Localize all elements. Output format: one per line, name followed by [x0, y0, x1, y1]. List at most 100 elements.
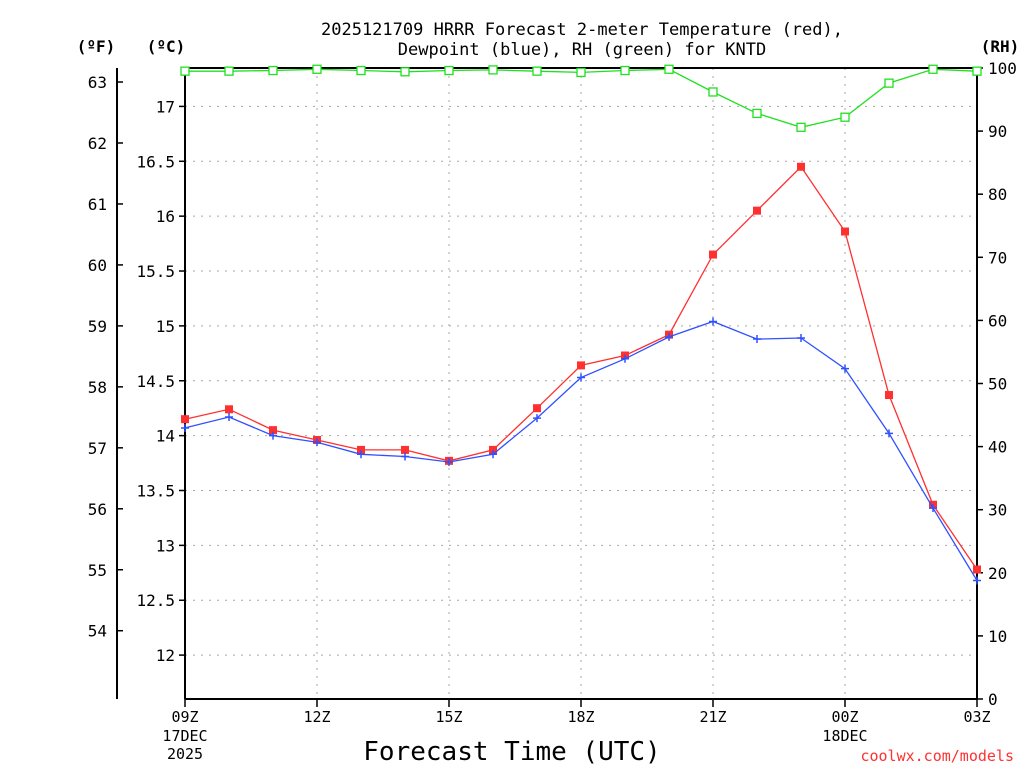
dewpoint-series	[181, 317, 981, 585]
x-tick-label: 03Z	[963, 708, 990, 726]
dewpoint-point	[533, 414, 541, 423]
chart-title-line1: 2025121709 HRRR Forecast 2-meter Tempera…	[321, 20, 843, 40]
fahrenheit-tick-label: 59	[88, 317, 107, 336]
rh-point	[532, 66, 542, 76]
x-tick-label: 15Z	[435, 708, 462, 726]
rh-point	[224, 66, 234, 76]
dewpoint-point	[709, 317, 717, 326]
rh-point	[972, 66, 982, 76]
dewpoint-point	[313, 438, 321, 447]
rh-tick-label: 90	[988, 122, 1007, 141]
celsius-tick-label: 12	[156, 646, 175, 665]
rh-tick-label: 10	[988, 627, 1007, 646]
rh-tick-label: 100	[988, 59, 1017, 78]
rh-series	[180, 64, 982, 132]
celsius-tick-label: 13.5	[136, 481, 175, 500]
dewpoint-point	[181, 423, 189, 432]
celsius-tick-label: 12.5	[136, 591, 175, 610]
fahrenheit-tick-label: 57	[88, 439, 107, 458]
temperature-point	[841, 227, 849, 236]
rh-tick-label: 20	[988, 564, 1007, 583]
temperature-point	[489, 445, 497, 454]
rh-point	[796, 122, 806, 132]
fahrenheit-tick-label: 54	[88, 622, 107, 641]
dewpoint-point	[929, 504, 937, 513]
chart-title-line2: Dewpoint (blue), RH (green) for KNTD	[398, 40, 766, 60]
temperature-point	[357, 445, 365, 454]
celsius-tick-label: 14	[156, 427, 175, 446]
temperature-point	[885, 391, 893, 400]
dewpoint-point	[225, 412, 233, 421]
fahrenheit-tick-label: 62	[88, 134, 107, 153]
rh-point	[884, 78, 894, 88]
celsius-tick-label: 15	[156, 317, 175, 336]
fahrenheit-tick-label: 60	[88, 256, 107, 275]
rh-point	[400, 67, 410, 77]
rh-tick-label: 40	[988, 438, 1007, 457]
celsius-tick-label: 13	[156, 536, 175, 555]
rh-point	[708, 87, 718, 97]
rh-tick-label: 30	[988, 501, 1007, 520]
dewpoint-point	[357, 450, 365, 459]
x-tick-label: 18Z	[567, 708, 594, 726]
rh-point	[928, 64, 938, 74]
dewpoint-point	[841, 364, 849, 373]
temperature-point	[401, 445, 409, 454]
rh-tick-label: 50	[988, 375, 1007, 394]
dewpoint-point	[753, 335, 761, 344]
temperature-series	[181, 162, 981, 574]
x-tick-sublabel: 2025	[167, 745, 203, 763]
fahrenheit-tick-label: 58	[88, 378, 107, 397]
celsius-tick-label: 17	[156, 97, 175, 116]
rh-point	[356, 65, 366, 76]
celsius-tick-label: 16.5	[136, 152, 175, 171]
x-tick-sublabel: 18DEC	[822, 727, 867, 745]
celsius-unit-label: (ºC)	[147, 37, 186, 56]
celsius-tick-label: 16	[156, 207, 175, 226]
rh-tick-label: 80	[988, 185, 1007, 204]
dewpoint-point	[445, 457, 453, 466]
rh-point	[620, 65, 630, 76]
temperature-point	[797, 162, 805, 171]
temperature-point	[533, 404, 541, 413]
rh-point	[180, 66, 190, 76]
x-tick-sublabel: 17DEC	[162, 727, 207, 745]
rh-point	[840, 112, 850, 122]
fahrenheit-unit-label: (ºF)	[77, 37, 116, 56]
rh-point	[268, 65, 278, 76]
dewpoint-point	[665, 332, 673, 341]
rh-unit-label: (RH)	[981, 37, 1020, 56]
rh-point	[576, 67, 586, 78]
rh-point	[444, 65, 454, 76]
fahrenheit-tick-label: 56	[88, 500, 107, 519]
dewpoint-point	[797, 333, 805, 342]
dewpoint-point	[577, 373, 585, 382]
x-tick-label: 12Z	[303, 708, 330, 726]
fahrenheit-tick-label: 61	[88, 195, 107, 214]
temperature-point	[269, 426, 277, 435]
rh-point	[312, 64, 322, 74]
credit-text: coolwx.com/models	[860, 747, 1014, 765]
dewpoint-point	[401, 452, 409, 461]
dewpoint-point	[973, 576, 981, 585]
series-layer	[180, 64, 982, 585]
dewpoint-point	[885, 429, 893, 438]
fahrenheit-tick-label: 55	[88, 561, 107, 580]
x-tick-label: 21Z	[699, 708, 726, 726]
temperature-point	[577, 361, 585, 370]
dewpoint-point	[269, 431, 277, 440]
rh-point	[752, 108, 762, 119]
dewpoint-point	[489, 450, 497, 459]
celsius-tick-label: 15.5	[136, 262, 175, 281]
temperature-point	[973, 565, 981, 574]
rh-point	[664, 64, 674, 74]
x-tick-label: 00Z	[831, 708, 858, 726]
temperature-point	[225, 405, 233, 414]
dewpoint-point	[621, 354, 629, 363]
fahrenheit-tick-label: 63	[88, 73, 107, 92]
rh-point	[488, 65, 498, 75]
x-axis-title: Forecast Time (UTC)	[363, 737, 660, 767]
